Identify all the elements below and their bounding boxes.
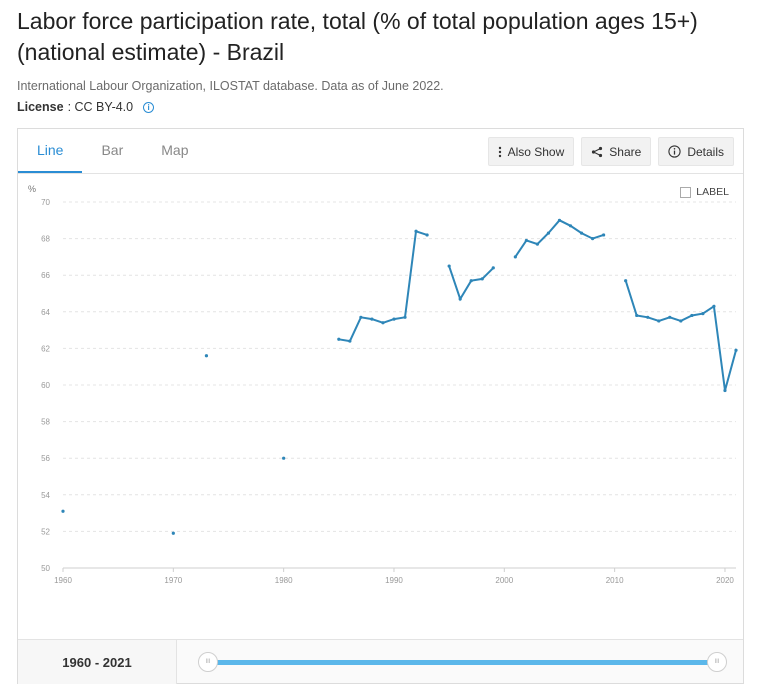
chart-title: Labor force participation rate, total (%… (17, 8, 698, 65)
details-button[interactable]: Details (658, 137, 734, 166)
y-tick-label: 54 (41, 491, 50, 500)
tab-line[interactable]: Line (18, 129, 83, 173)
info-icon[interactable]: i (143, 101, 155, 113)
data-point (469, 279, 473, 283)
data-point (425, 233, 429, 237)
x-tick-label: 1960 (54, 576, 72, 585)
x-tick-label: 1970 (164, 576, 182, 585)
share-icon (592, 146, 603, 157)
year-range-label: 1960 - 2021 (18, 640, 177, 684)
more-vertical-icon (498, 146, 501, 157)
y-tick-label: 58 (41, 418, 50, 427)
also-show-label: Also Show (507, 144, 565, 159)
data-point (370, 317, 374, 321)
license-line: License : CC BY-4.0 i (17, 100, 155, 114)
data-point (491, 266, 495, 270)
y-axis-unit: % (28, 184, 36, 194)
data-point (535, 242, 540, 246)
x-tick-label: 1980 (275, 576, 293, 585)
data-point (61, 509, 65, 513)
data-point (337, 337, 341, 341)
data-point (524, 238, 528, 243)
y-tick-label: 66 (41, 271, 50, 280)
data-point (513, 255, 517, 259)
data-point (171, 531, 175, 535)
data-point (392, 317, 396, 321)
data-point (414, 229, 418, 233)
data-point (359, 315, 363, 319)
data-point (458, 297, 462, 301)
y-tick-label: 68 (41, 235, 50, 244)
data-point (348, 339, 352, 343)
data-point (668, 315, 672, 319)
y-tick-label: 60 (41, 381, 50, 390)
data-point (701, 312, 705, 316)
data-point (579, 231, 584, 235)
series-line-segment (338, 229, 428, 343)
range-footer: 1960 - 2021 III III (18, 639, 743, 684)
series-line-segment (624, 280, 737, 391)
data-point (690, 313, 694, 318)
label-checkbox[interactable] (680, 186, 692, 198)
x-tick-label: 2010 (606, 576, 624, 585)
series-line-segment (514, 219, 604, 258)
data-point (602, 233, 606, 237)
license-key: License (17, 100, 64, 114)
data-point (723, 388, 727, 393)
y-tick-label: 52 (41, 527, 50, 536)
details-label: Details (687, 144, 724, 159)
x-tick-label: 2000 (495, 576, 513, 585)
x-tick-label: 1990 (385, 576, 403, 585)
share-button[interactable]: Share (581, 137, 652, 166)
tab-bar[interactable]: Bar (101, 142, 124, 158)
data-point (679, 319, 683, 323)
range-start-handle[interactable]: III (198, 652, 218, 672)
also-show-button[interactable]: Also Show (487, 137, 575, 166)
range-slider-track[interactable] (208, 660, 718, 665)
data-point (447, 264, 451, 268)
share-label: Share (609, 144, 642, 159)
action-toolbar: Also Show Share Details (487, 137, 734, 166)
data-source: International Labour Organization, ILOST… (17, 79, 444, 93)
view-tabs: Line Bar Map (18, 129, 208, 173)
data-point (568, 224, 573, 228)
range-end-handle[interactable]: III (707, 652, 727, 672)
y-tick-label: 64 (41, 308, 50, 317)
y-tick-label: 70 (41, 198, 50, 207)
data-point (403, 315, 407, 319)
data-point (381, 321, 385, 325)
data-point (557, 218, 562, 222)
data-point (204, 354, 209, 358)
label-toggle-text: LABEL (696, 186, 729, 198)
y-tick-label: 56 (41, 454, 50, 463)
data-point (712, 304, 716, 308)
data-point (646, 315, 650, 319)
data-point (480, 277, 484, 281)
data-point (546, 231, 551, 235)
data-point (734, 348, 738, 352)
y-tick-label: 50 (41, 564, 50, 573)
data-point (624, 279, 628, 283)
y-tick-label: 62 (41, 344, 50, 353)
info-circle-icon (668, 145, 681, 158)
label-toggle[interactable]: LABEL (680, 186, 729, 198)
x-tick-label: 2020 (716, 576, 734, 585)
data-point (635, 313, 639, 318)
data-point (590, 237, 595, 241)
data-point (282, 456, 286, 460)
data-point (657, 319, 661, 323)
series-line-segment (448, 265, 495, 302)
tab-map[interactable]: Map (161, 142, 189, 158)
license-value: : CC BY-4.0 (67, 100, 134, 114)
line-chart: % 50 52 54 56 58 60 62 64 66 68 70 1960 1970 1980 1990 2… (28, 184, 738, 585)
tab-divider (18, 173, 743, 174)
chart-panel: Line Bar Map Also Show Share Details (17, 128, 744, 684)
